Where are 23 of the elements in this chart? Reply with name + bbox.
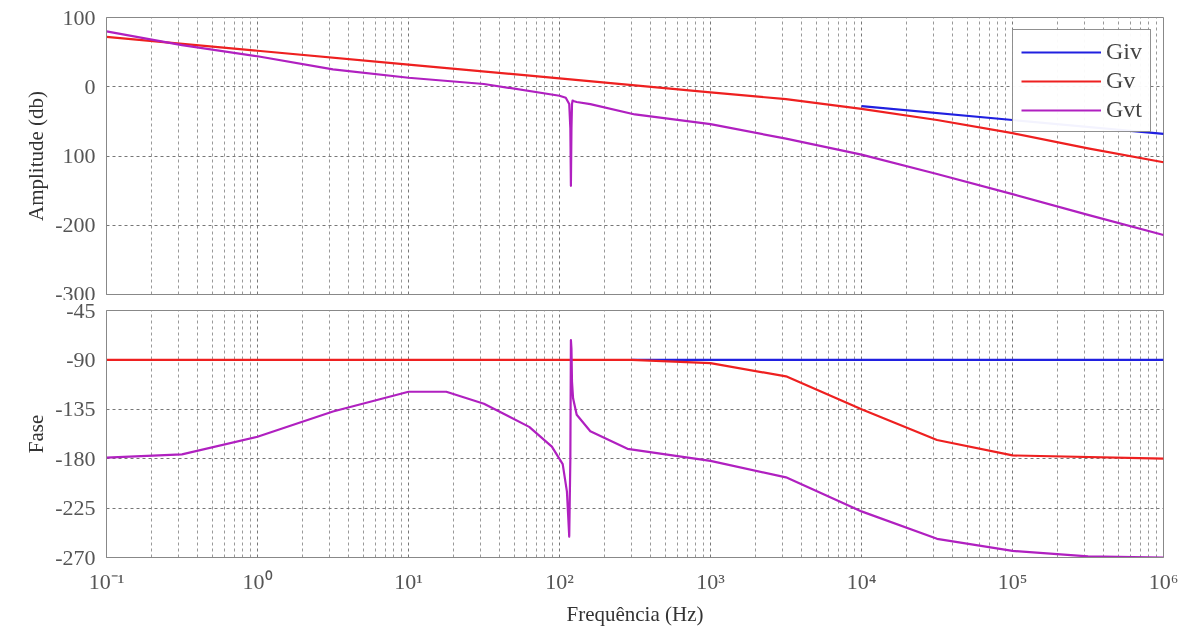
y-tick-label: -225 xyxy=(55,495,96,521)
y-tick-label: 100 xyxy=(62,143,96,168)
x-tick-label: 10⁴ xyxy=(846,568,877,594)
y-axis-title: Fase xyxy=(24,414,49,454)
x-tick-label: 10⁰ xyxy=(242,568,273,594)
y-tick-label: -90 xyxy=(66,346,96,372)
y-tick-label: -270 xyxy=(55,544,96,570)
legend-label: Gv xyxy=(1106,67,1136,94)
x-tick-label: 10⁵ xyxy=(997,568,1028,594)
x-tick-label: 10⁻¹ xyxy=(88,568,125,594)
legend-label: Giv xyxy=(1106,38,1142,65)
y-tick-label: 100 xyxy=(62,4,96,30)
y-axis-title: Amplitude (db) xyxy=(24,90,49,222)
y-tick-label: 0 xyxy=(84,73,96,99)
y-tick-label: -135 xyxy=(55,396,96,422)
x-tick-label: 10¹ xyxy=(394,568,423,594)
y-tick-label: -200 xyxy=(55,212,96,238)
x-tick-label: 10³ xyxy=(696,568,726,594)
legend-label: Gvt xyxy=(1106,96,1142,123)
x-tick-label: 10² xyxy=(545,568,575,594)
x-axis-title: Frequência (Hz) xyxy=(566,601,704,626)
x-tick-label: 10⁶ xyxy=(1148,568,1179,594)
y-tick-label: -180 xyxy=(55,445,96,471)
